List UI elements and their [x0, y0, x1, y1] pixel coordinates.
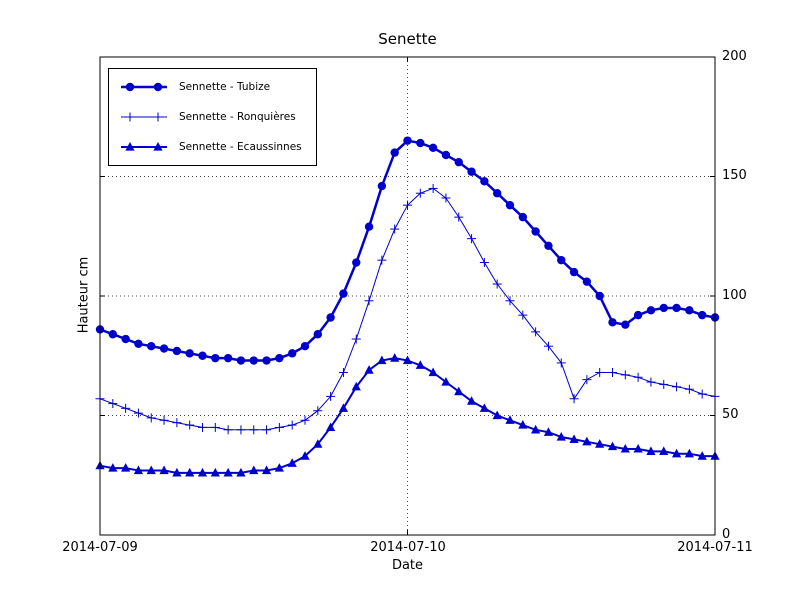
- legend-marker-triangle-icon: [121, 142, 167, 151]
- legend-label-ronquieres: Sennette - Ronquières: [179, 111, 296, 123]
- y-tick-label-200: 200: [722, 49, 747, 64]
- legend-item-ronquieres: Sennette - Ronquières: [119, 110, 302, 124]
- x-tick-label-2014-07-11: 2014-07-11: [677, 540, 753, 555]
- y-tick-label-100: 100: [722, 288, 747, 303]
- y-tick-label-150: 150: [722, 168, 747, 183]
- x-tick-label-2014-07-10: 2014-07-10: [370, 540, 446, 555]
- legend: Sennette - Tubize Sennette - Ronquières …: [108, 68, 317, 166]
- legend-marker-plus-icon: [121, 112, 167, 122]
- x-axis-label: Date: [391, 558, 424, 573]
- y-tick-label-50: 50: [722, 407, 739, 422]
- y-axis-label: Hauteur cm: [76, 256, 92, 334]
- legend-label-ecaussinnes: Sennette - Ecaussinnes: [179, 141, 302, 153]
- legend-marker-circle-icon: [121, 82, 167, 92]
- chart-title: Senette: [378, 30, 437, 48]
- legend-item-ecaussinnes: Sennette - Ecaussinnes: [119, 140, 302, 154]
- legend-item-tubize: Sennette - Tubize: [119, 80, 302, 94]
- y-tick-label-0: 0: [722, 527, 731, 542]
- legend-label-tubize: Sennette - Tubize: [179, 81, 271, 93]
- x-tick-label-2014-07-09: 2014-07-09: [62, 540, 138, 555]
